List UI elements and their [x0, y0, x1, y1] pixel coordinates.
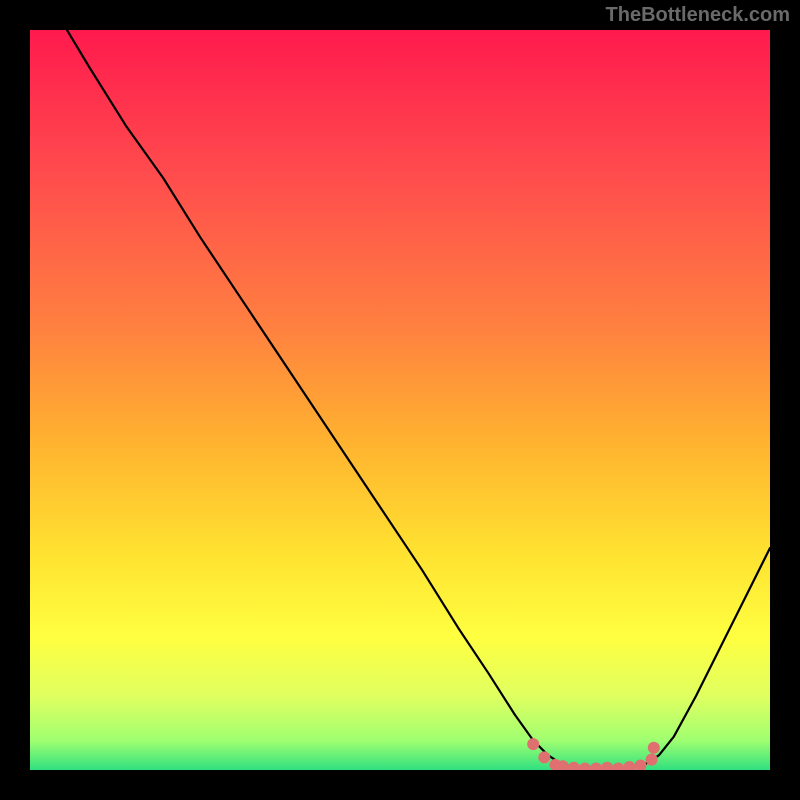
marker-dot — [646, 754, 658, 766]
chart-svg — [30, 30, 770, 770]
marker-dot — [648, 742, 660, 754]
marker-dot — [527, 738, 539, 750]
gradient-background — [30, 30, 770, 770]
chart-plot-area — [30, 30, 770, 770]
marker-dot — [538, 751, 550, 763]
watermark-text: TheBottleneck.com — [606, 4, 790, 27]
